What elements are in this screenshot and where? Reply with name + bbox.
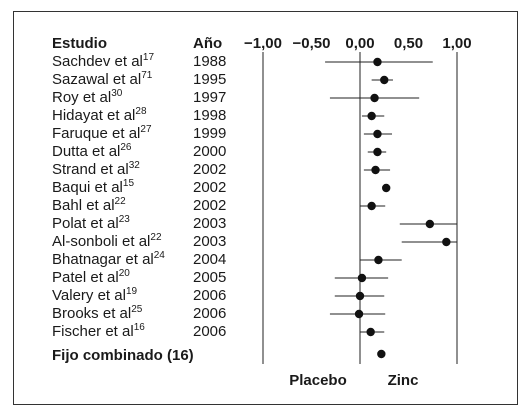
study-year: 2003 [193,233,226,250]
column-header: Año [193,35,222,52]
study-ref: 25 [131,304,143,315]
study-name: Baqui et al15 [52,178,134,196]
study-name: Hidayat et al28 [52,106,147,124]
study-label: Dutta et al [52,143,120,160]
study-label: Sazawal et al [52,71,141,88]
study-ref: 20 [119,268,131,279]
combined-estimate [377,349,386,359]
study-ref: 19 [126,286,138,297]
study-label: Brooks et al [52,305,131,322]
study-ref: 26 [120,142,132,153]
study-label: Baqui et al [52,179,123,196]
study-name: Bahl et al22 [52,196,126,214]
study-ref: 24 [154,250,166,261]
study-year: 1997 [193,89,226,106]
study-ref: 23 [119,214,131,225]
point-estimate [366,327,375,337]
study-year: 1988 [193,53,226,70]
study-label: Hidayat et al [52,107,135,124]
study-ref: 27 [140,124,152,135]
x-axis-label: Placebo [289,372,347,389]
study-ref: 22 [150,232,162,243]
study-year: 1998 [193,107,226,124]
study-year: 1999 [193,125,226,142]
study-name: Sazawal et al71 [52,70,153,88]
point-estimate [357,273,367,283]
study-name: Faruque et al27 [52,124,152,142]
frame [13,11,518,405]
study-ref: 30 [111,88,123,99]
x-tick-label: 1,00 [442,35,471,52]
study-year: 2006 [193,305,226,322]
point-estimate [425,219,435,229]
study-year: 2004 [193,251,226,268]
study-name: Al-sonboli et al22 [52,232,162,250]
point-estimate [374,255,383,265]
study-label: Bhatnagar et al [52,251,154,268]
point-estimate [371,165,380,175]
point-estimate [370,93,379,103]
study-year: 2002 [193,161,226,178]
study-name: Brooks et al25 [52,304,143,322]
study-ref: 15 [123,178,135,189]
study-label: Bahl et al [52,197,115,214]
study-label: Polat et al [52,215,119,232]
point-estimate [381,183,391,193]
point-estimate [373,57,382,67]
x-tick-label: −0,50 [293,35,331,52]
study-name: Fischer et al16 [52,322,145,340]
study-name: Roy et al30 [52,88,123,106]
study-label: Fischer et al [52,323,134,340]
study-year: 1995 [193,71,226,88]
study-ref: 16 [134,322,146,333]
study-year: 2000 [193,143,226,160]
study-label: Strand et al [52,161,129,178]
x-axis-label: Zinc [388,372,419,389]
study-ref: 22 [115,196,127,207]
point-estimate [367,201,376,211]
study-label: Al-sonboli et al [52,233,150,250]
study-year: 2002 [193,179,226,196]
column-header: Estudio [52,35,107,52]
study-ref: 71 [141,70,153,81]
study-year: 2006 [193,287,226,304]
study-year: 2002 [193,197,226,214]
study-name: Patel et al20 [52,268,130,286]
study-label: Patel et al [52,269,119,286]
point-estimate [373,129,382,139]
study-ref: 17 [143,52,155,63]
study-ref: 32 [129,160,141,171]
x-tick-label: 0,00 [345,35,374,52]
point-estimate [354,309,364,319]
point-estimate [373,147,382,157]
point-estimate [380,75,389,85]
study-name: Dutta et al26 [52,142,132,160]
study-label: Valery et al [52,287,126,304]
study-year: 2005 [193,269,226,286]
study-name: Bhatnagar et al24 [52,250,165,268]
point-estimate [367,111,376,121]
point-estimate [442,237,451,247]
study-name: Valery et al19 [52,286,137,304]
study-label: Sachdev et al [52,53,143,70]
point-estimate [355,291,365,301]
study-name: Polat et al23 [52,214,130,232]
study-name: Sachdev et al17 [52,52,154,70]
study-ref: 28 [135,106,147,117]
x-tick-label: 0,50 [394,35,423,52]
study-year: 2003 [193,215,226,232]
study-label: Roy et al [52,89,111,106]
study-label: Faruque et al [52,125,140,142]
x-tick-label: −1,00 [244,35,282,52]
study-name: Strand et al32 [52,160,140,178]
combined-label: Fijo combinado (16) [52,347,194,364]
study-year: 2006 [193,323,226,340]
